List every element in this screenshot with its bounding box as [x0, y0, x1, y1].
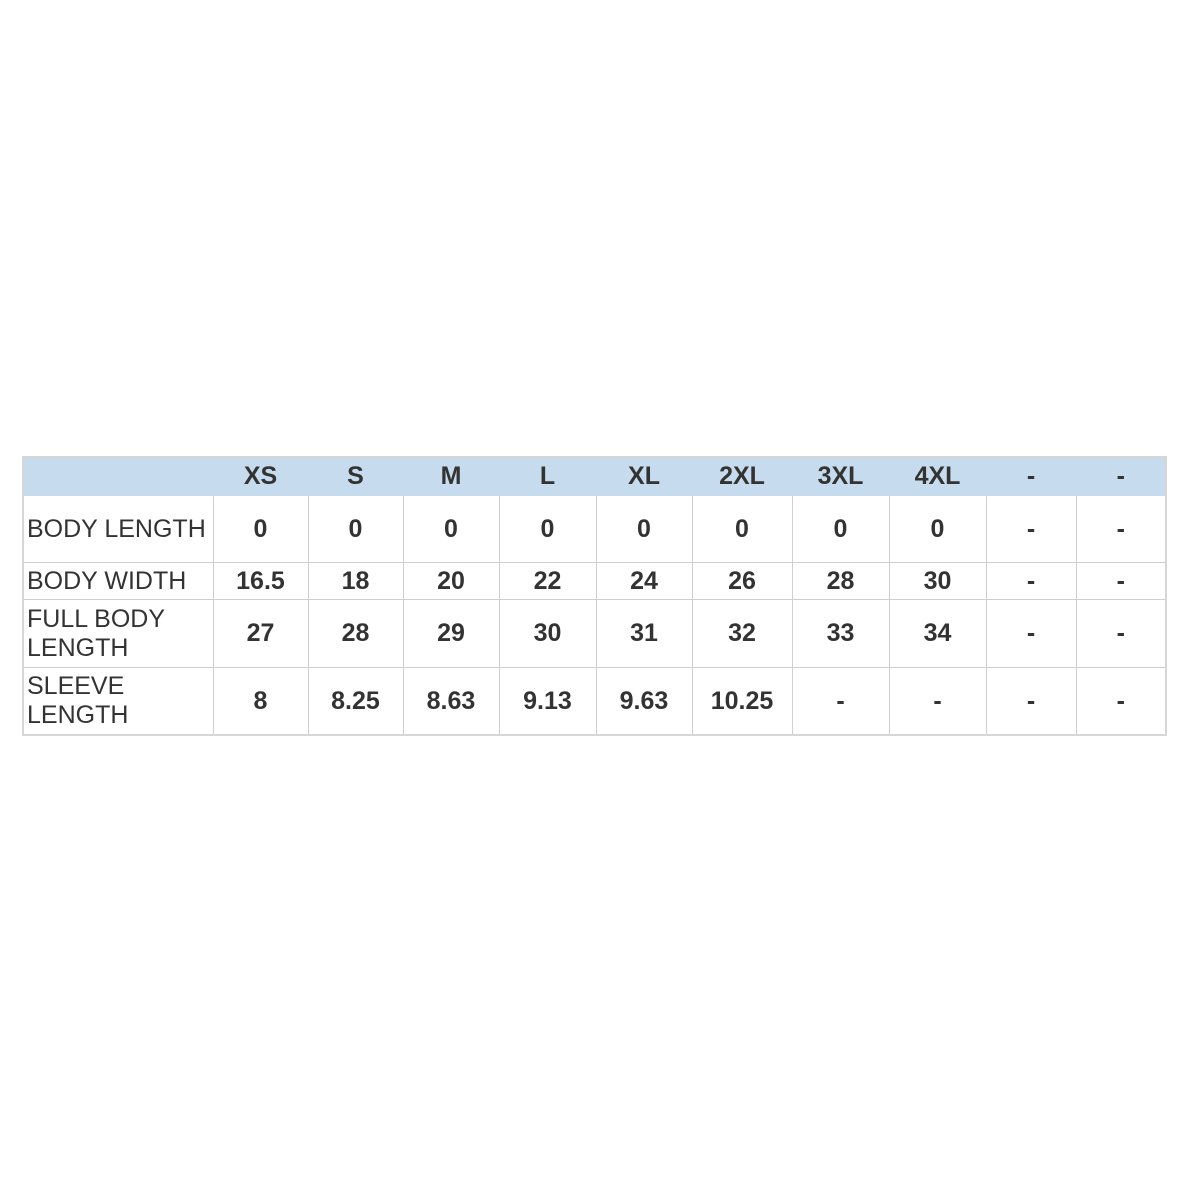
table-cell: -: [985, 562, 1077, 600]
table-row: BODY LENGTH 0 0 0 0 0 0 0 0- -: [22, 495, 1167, 563]
table-cell: 31: [595, 599, 693, 668]
table-cell: 0: [791, 495, 890, 563]
column-header: L: [498, 456, 597, 496]
table-cell: 0: [498, 495, 597, 563]
table-cell: -: [1075, 562, 1167, 600]
table-cell: 8: [212, 667, 309, 736]
table-cell: 0: [691, 495, 793, 563]
table-cell: 26: [691, 562, 793, 600]
table-cell: 0: [212, 495, 309, 563]
table-cell: -: [1075, 495, 1167, 563]
column-header: -: [1075, 456, 1167, 496]
column-header: 4XL: [888, 456, 987, 496]
header-row: XS S M L XL 2XL 3XL 4XL - -: [22, 456, 1167, 496]
row-label: SLEEVE LENGTH: [22, 667, 214, 736]
column-header: S: [307, 456, 404, 496]
table-cell: 29: [402, 599, 500, 668]
table-cell: -: [1075, 599, 1167, 668]
table-cell: 9.63: [595, 667, 693, 736]
table-cell: 16.5: [212, 562, 309, 600]
table-cell: 28: [791, 562, 890, 600]
column-header: XS: [212, 456, 309, 496]
column-header: XL: [595, 456, 693, 496]
table-cell: 0: [595, 495, 693, 563]
table-cell: 18: [307, 562, 404, 600]
table-cell: -: [791, 667, 890, 736]
table-cell: 30: [498, 599, 597, 668]
table-cell: 8.25: [307, 667, 404, 736]
row-label: FULL BODY LENGTH: [22, 599, 214, 668]
column-header: [22, 456, 214, 496]
table-cell: 0: [888, 495, 987, 563]
table-cell: 22: [498, 562, 597, 600]
table-cell: 24: [595, 562, 693, 600]
column-header: -: [985, 456, 1077, 496]
table-cell: 34: [888, 599, 987, 668]
table-cell: -: [1075, 667, 1167, 736]
table-cell: -: [985, 667, 1077, 736]
column-header: M: [402, 456, 500, 496]
table-cell: 8.63: [402, 667, 500, 736]
table-cell: 32: [691, 599, 793, 668]
column-header: 3XL: [791, 456, 890, 496]
row-label: BODY WIDTH: [22, 562, 214, 600]
table-cell: 0: [307, 495, 404, 563]
table-row: FULL BODY LENGTH 27 28 29 30 31 32 33 34- -: [22, 599, 1167, 668]
table-cell: 0: [402, 495, 500, 563]
table-cell: 10.25: [691, 667, 793, 736]
table-row: SLEEVE LENGTH 8 8.25 8.63 9.13 9.63 10.25- - - -: [22, 667, 1167, 736]
table-cell: 33: [791, 599, 890, 668]
row-label: BODY LENGTH: [22, 495, 214, 563]
table-cell: 20: [402, 562, 500, 600]
table-cell: 30: [888, 562, 987, 600]
table-cell: 28: [307, 599, 404, 668]
table-cell: -: [985, 495, 1077, 563]
table-cell: -: [985, 599, 1077, 668]
table-cell: 27: [212, 599, 309, 668]
size-chart-table: XS S M L XL 2XL 3XL 4XL - - BODY LENGTH 0 0 0 0 0 0 0 0- -…: [22, 456, 1167, 736]
table-row: BODY WIDTH 16.5 18 20 22 24 26 28 30- -: [22, 562, 1167, 600]
table-cell: -: [888, 667, 987, 736]
column-header: 2XL: [691, 456, 793, 496]
table-cell: 9.13: [498, 667, 597, 736]
